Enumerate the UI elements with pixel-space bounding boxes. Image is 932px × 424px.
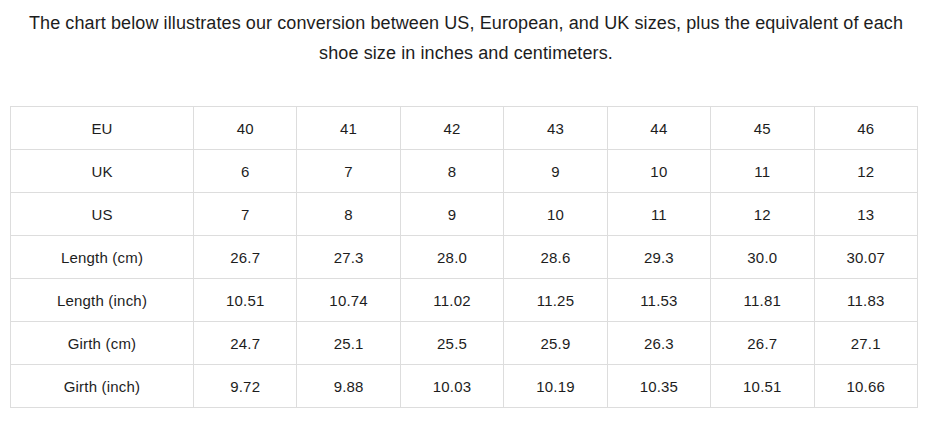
table-cell: 43 <box>504 107 607 150</box>
table-cell: 41 <box>297 107 400 150</box>
table-cell: 9.88 <box>297 365 400 408</box>
table-cell: 30.07 <box>814 236 917 279</box>
table-cell: 11 <box>711 150 814 193</box>
table-cell: 10.51 <box>711 365 814 408</box>
table-cell: 10 <box>607 150 710 193</box>
table-cell: 25.1 <box>297 322 400 365</box>
table-row-uk: UK 6 7 8 9 10 11 12 <box>11 150 918 193</box>
table-cell: 11.02 <box>400 279 503 322</box>
table-cell: 10 <box>504 193 607 236</box>
table-cell: 11.53 <box>607 279 710 322</box>
table-cell: 10.51 <box>194 279 297 322</box>
table-row-girth-inch: Girth (inch) 9.72 9.88 10.03 10.19 10.35… <box>11 365 918 408</box>
table-cell: 11.25 <box>504 279 607 322</box>
table-cell: 9 <box>400 193 503 236</box>
row-label: Length (cm) <box>11 236 194 279</box>
row-label: Girth (inch) <box>11 365 194 408</box>
table-cell: 7 <box>297 150 400 193</box>
row-label: EU <box>11 107 194 150</box>
table-cell: 46 <box>814 107 917 150</box>
table-cell: 10.19 <box>504 365 607 408</box>
table-row-eu: EU 40 41 42 43 44 45 46 <box>11 107 918 150</box>
table-cell: 10.66 <box>814 365 917 408</box>
table-row-us: US 7 8 9 10 11 12 13 <box>11 193 918 236</box>
table-cell: 24.7 <box>194 322 297 365</box>
table-cell: 7 <box>194 193 297 236</box>
table-cell: 28.6 <box>504 236 607 279</box>
table-cell: 44 <box>607 107 710 150</box>
table-cell: 27.3 <box>297 236 400 279</box>
table-cell: 10.03 <box>400 365 503 408</box>
row-label: Length (inch) <box>11 279 194 322</box>
table-cell: 9.72 <box>194 365 297 408</box>
table-cell: 28.0 <box>400 236 503 279</box>
table-cell: 9 <box>504 150 607 193</box>
table-cell: 11 <box>607 193 710 236</box>
table-cell: 25.5 <box>400 322 503 365</box>
table-cell: 45 <box>711 107 814 150</box>
table-cell: 11.83 <box>814 279 917 322</box>
table-cell: 8 <box>297 193 400 236</box>
table-cell: 26.7 <box>194 236 297 279</box>
table-cell: 12 <box>711 193 814 236</box>
row-label: Girth (cm) <box>11 322 194 365</box>
size-conversion-table: EU 40 41 42 43 44 45 46 UK 6 7 8 9 10 11… <box>10 106 918 408</box>
table-cell: 10.74 <box>297 279 400 322</box>
table-row-length-inch: Length (inch) 10.51 10.74 11.02 11.25 11… <box>11 279 918 322</box>
table-cell: 27.1 <box>814 322 917 365</box>
table-cell: 26.7 <box>711 322 814 365</box>
table-cell: 25.9 <box>504 322 607 365</box>
table-cell: 11.81 <box>711 279 814 322</box>
row-label: UK <box>11 150 194 193</box>
chart-description-text: The chart below illustrates our conversi… <box>15 8 917 68</box>
table-row-girth-cm: Girth (cm) 24.7 25.1 25.5 25.9 26.3 26.7… <box>11 322 918 365</box>
table-row-length-cm: Length (cm) 26.7 27.3 28.0 28.6 29.3 30.… <box>11 236 918 279</box>
table-cell: 10.35 <box>607 365 710 408</box>
row-label: US <box>11 193 194 236</box>
size-chart-page: The chart below illustrates our conversi… <box>0 0 932 424</box>
table-cell: 42 <box>400 107 503 150</box>
table-cell: 29.3 <box>607 236 710 279</box>
table-cell: 40 <box>194 107 297 150</box>
table-cell: 13 <box>814 193 917 236</box>
table-cell: 30.0 <box>711 236 814 279</box>
table-cell: 12 <box>814 150 917 193</box>
table-cell: 6 <box>194 150 297 193</box>
table-cell: 8 <box>400 150 503 193</box>
table-cell: 26.3 <box>607 322 710 365</box>
